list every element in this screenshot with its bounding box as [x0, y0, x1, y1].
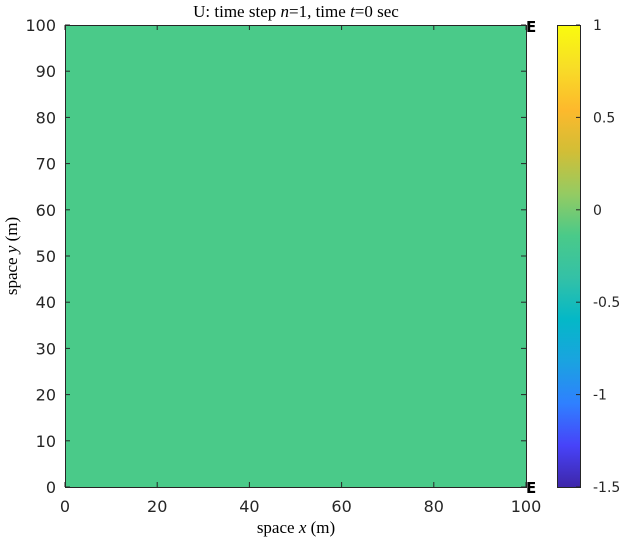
x-axis-label: space x (m) — [257, 518, 335, 537]
plot-area — [65, 25, 527, 488]
colorbar-tick-label: -1.5 — [593, 480, 620, 496]
x-tick-label: 40 — [239, 497, 259, 516]
x-tick-label: 60 — [331, 497, 351, 516]
heatmap-field — [65, 25, 526, 487]
x-tick-label: 20 — [147, 497, 167, 516]
colorbar-tick-label: -0.5 — [593, 295, 620, 311]
x-tick-label: 0 — [60, 497, 70, 516]
x-tick-label: 80 — [424, 497, 444, 516]
y-tick-label: 100 — [25, 16, 56, 35]
y-tick-label: 60 — [36, 201, 56, 220]
x-axis-ticks: 0 20 40 60 80 100 — [60, 25, 541, 516]
y-tick-label: 0 — [46, 478, 56, 497]
edge-label-bottom: E — [526, 479, 536, 497]
colorbar-tick-label: 1 — [593, 18, 602, 34]
y-tick-label: 80 — [36, 108, 56, 127]
colorbar-tick-label: -1 — [593, 388, 607, 404]
colorbar-ticks: 1 0.5 0 -0.5 -1 -1.5 — [576, 18, 620, 496]
y-tick-label: 40 — [36, 293, 56, 312]
y-tick-label: 20 — [36, 386, 56, 405]
y-tick-label: 10 — [36, 432, 56, 451]
edge-label-top: E — [526, 18, 536, 36]
y-axis-label: space y (m) — [2, 217, 21, 295]
y-tick-label: 70 — [36, 155, 56, 174]
chart-title: U: time step n=1, time t=0 sec — [193, 2, 399, 21]
y-tick-label: 30 — [36, 339, 56, 358]
y-tick-label: 50 — [36, 247, 56, 266]
x-tick-label: 100 — [511, 497, 542, 516]
y-axis-ticks: 0 10 20 30 40 50 60 70 80 90 100 — [25, 16, 526, 497]
colorbar-tick-label: 0 — [593, 203, 602, 219]
colorbar-tick-label: 0.5 — [593, 110, 615, 126]
colorbar — [557, 25, 581, 488]
y-tick-label: 90 — [36, 62, 56, 81]
